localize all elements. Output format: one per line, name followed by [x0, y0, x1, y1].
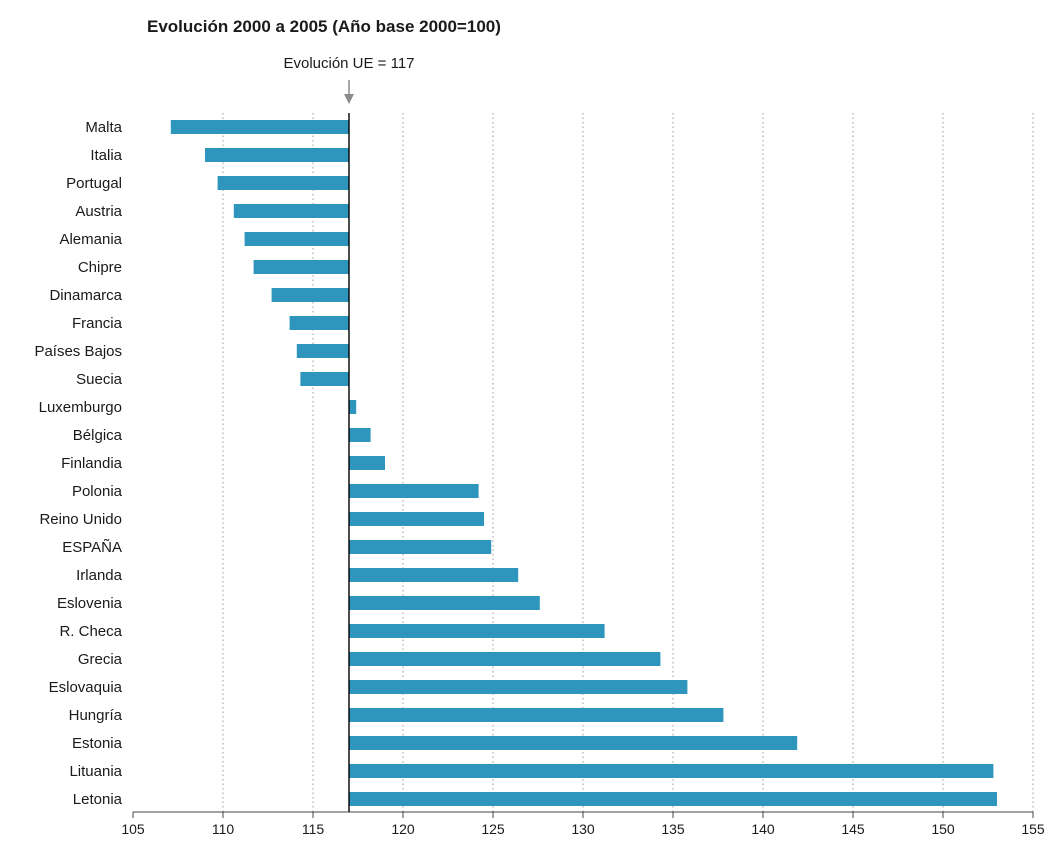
bar	[349, 540, 492, 554]
category-labels: Malta Italia Portugal Austria Alemania Chipre…	[34, 119, 122, 808]
category-label: Finlandia	[61, 455, 123, 472]
bar	[271, 288, 349, 302]
bars	[170, 120, 997, 806]
reference-label: Evolución UE = 117	[283, 55, 414, 72]
category-label: Alemania	[59, 231, 122, 248]
category-label: ESPAÑA	[62, 539, 122, 556]
bar	[349, 764, 994, 778]
category-label: Reino Unido	[39, 511, 122, 528]
bar	[349, 736, 798, 750]
category-label: Grecia	[78, 651, 123, 668]
category-label: R. Checa	[59, 623, 122, 640]
category-label: Portugal	[66, 175, 122, 192]
x-tick-label: 110	[212, 821, 235, 837]
bar	[349, 400, 357, 414]
bar	[205, 148, 349, 162]
bar	[244, 232, 349, 246]
x-tick-label: 145	[841, 821, 865, 837]
x-tick-label: 130	[571, 821, 595, 837]
x-tick-label: 105	[121, 821, 145, 837]
bar	[349, 792, 997, 806]
bar	[349, 708, 724, 722]
x-tick-label: 115	[302, 821, 325, 837]
category-label: Letonia	[73, 791, 123, 808]
category-label: Polonia	[72, 483, 123, 500]
category-label: Francia	[72, 315, 123, 332]
x-tick-label: 125	[481, 821, 505, 837]
bar	[300, 372, 349, 386]
category-label: Eslovenia	[57, 595, 123, 612]
chart-title: Evolución 2000 a 2005 (Año base 2000=100…	[147, 17, 501, 36]
bar	[253, 260, 349, 274]
category-label: Bélgica	[73, 427, 123, 444]
x-tick-label: 155	[1021, 821, 1045, 837]
category-label: Italia	[90, 147, 122, 164]
bar	[296, 344, 349, 358]
bar	[233, 204, 349, 218]
reference-marker: Evolución UE = 117	[283, 55, 415, 812]
bar	[349, 456, 385, 470]
bar	[217, 176, 349, 190]
bar	[349, 568, 519, 582]
category-label: Irlanda	[76, 567, 123, 584]
bar	[170, 120, 349, 134]
bar	[349, 512, 484, 526]
category-label: Luxemburgo	[39, 399, 122, 416]
x-tick-label: 140	[751, 821, 775, 837]
bar	[349, 428, 371, 442]
bar	[349, 652, 661, 666]
category-label: Lituania	[69, 763, 122, 780]
x-tick-label: 135	[661, 821, 685, 837]
x-tick-label: 120	[391, 821, 415, 837]
category-label: Malta	[85, 119, 122, 136]
category-label: Países Bajos	[34, 343, 122, 360]
category-label: Estonia	[72, 735, 123, 752]
x-axis: 105 110 115 120 125 130 135 140 145 150 155	[121, 811, 1045, 837]
category-label: Chipre	[78, 259, 122, 276]
bar	[349, 596, 540, 610]
category-label: Austria	[75, 203, 122, 220]
category-label: Dinamarca	[49, 287, 122, 304]
reference-arrow-head	[344, 94, 354, 104]
bar	[349, 624, 605, 638]
category-label: Hungría	[69, 707, 123, 724]
x-tick-label: 150	[931, 821, 955, 837]
bar	[349, 484, 479, 498]
category-label: Eslovaquia	[49, 679, 123, 696]
bar	[289, 316, 349, 330]
category-label: Suecia	[76, 371, 123, 388]
bar	[349, 680, 688, 694]
